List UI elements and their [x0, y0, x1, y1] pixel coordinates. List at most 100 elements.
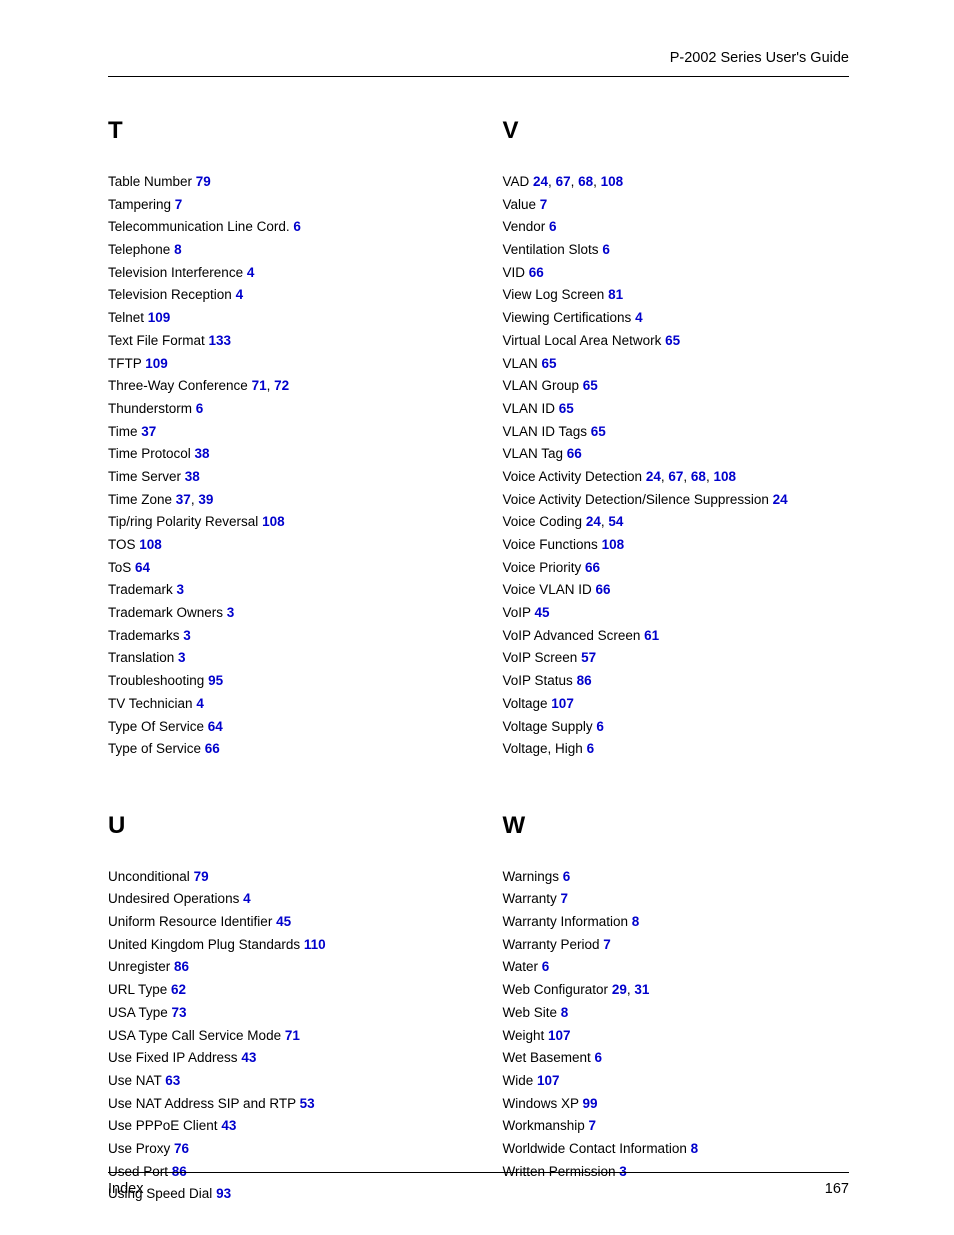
index-entry: Voltage 107	[503, 697, 850, 711]
index-entry: Warnings 6	[503, 870, 850, 884]
page-link[interactable]: 95	[208, 673, 223, 688]
page-link[interactable]: 6	[293, 219, 301, 234]
page-link[interactable]: 65	[665, 333, 680, 348]
page-link[interactable]: 110	[304, 937, 326, 952]
page-link[interactable]: 45	[276, 914, 291, 929]
page-link[interactable]: 68	[691, 469, 706, 484]
page-link[interactable]: 8	[632, 914, 640, 929]
page-link[interactable]: 107	[548, 1028, 571, 1043]
page-link[interactable]: 108	[139, 537, 162, 552]
page-link[interactable]: 66	[567, 446, 582, 461]
page-link[interactable]: 7	[540, 197, 548, 212]
page-link[interactable]: 4	[236, 287, 244, 302]
page-link[interactable]: 24	[646, 469, 661, 484]
index-term: Weight	[503, 1028, 549, 1043]
page-link[interactable]: 24	[533, 174, 548, 189]
page-link[interactable]: 4	[635, 310, 643, 325]
page-link[interactable]: 6	[542, 959, 550, 974]
page-link[interactable]: 65	[591, 424, 606, 439]
page-link[interactable]: 65	[583, 378, 598, 393]
page-link[interactable]: 6	[196, 401, 204, 416]
page-link[interactable]: 37	[141, 424, 156, 439]
page-link[interactable]: 108	[262, 514, 285, 529]
page-link[interactable]: 7	[561, 891, 569, 906]
page-link[interactable]: 38	[195, 446, 210, 461]
page-link[interactable]: 3	[227, 605, 235, 620]
page-link[interactable]: 7	[589, 1118, 597, 1133]
page-link[interactable]: 107	[537, 1073, 560, 1088]
index-entry: Trademark 3	[108, 583, 455, 597]
page-link[interactable]: 24	[586, 514, 601, 529]
page-link[interactable]: 53	[300, 1096, 315, 1111]
page-link[interactable]: 38	[185, 469, 200, 484]
page-link[interactable]: 68	[578, 174, 593, 189]
index-term: Type Of Service	[108, 719, 208, 734]
page-link[interactable]: 54	[608, 514, 623, 529]
page-link[interactable]: 39	[198, 492, 213, 507]
index-term: VLAN ID Tags	[503, 424, 591, 439]
index-entry: USA Type 73	[108, 1006, 455, 1020]
page-link[interactable]: 7	[175, 197, 183, 212]
page-link[interactable]: 7	[603, 937, 611, 952]
page-link[interactable]: 6	[549, 219, 557, 234]
page-link[interactable]: 8	[691, 1141, 699, 1156]
page-link[interactable]: 86	[577, 673, 592, 688]
page-link[interactable]: 64	[135, 560, 150, 575]
page-link[interactable]: 73	[172, 1005, 187, 1020]
page-link[interactable]: 66	[596, 582, 611, 597]
page-link[interactable]: 66	[585, 560, 600, 575]
page-link[interactable]: 43	[221, 1118, 236, 1133]
page-link[interactable]: 65	[559, 401, 574, 416]
page-link[interactable]: 3	[183, 628, 191, 643]
index-entry: TV Technician 4	[108, 697, 455, 711]
page-link[interactable]: 108	[713, 469, 736, 484]
index-entry: Type of Service 66	[108, 742, 455, 756]
page-link[interactable]: 6	[596, 719, 604, 734]
page-link[interactable]: 76	[174, 1141, 189, 1156]
index-term: VLAN Tag	[503, 446, 567, 461]
page-link[interactable]: 67	[668, 469, 683, 484]
page-link[interactable]: 43	[241, 1050, 256, 1065]
page-link[interactable]: 79	[194, 869, 209, 884]
page-link[interactable]: 86	[174, 959, 189, 974]
page-link[interactable]: 45	[535, 605, 550, 620]
page-link[interactable]: 109	[148, 310, 171, 325]
page-link[interactable]: 6	[587, 741, 595, 756]
page-link[interactable]: 66	[529, 265, 544, 280]
page-link[interactable]: 31	[634, 982, 649, 997]
page-link[interactable]: 99	[583, 1096, 598, 1111]
page-link[interactable]: 3	[178, 650, 186, 665]
page-link[interactable]: 71	[285, 1028, 300, 1043]
page-link[interactable]: 4	[196, 696, 204, 711]
page-link[interactable]: 108	[602, 537, 625, 552]
page-link[interactable]: 81	[608, 287, 623, 302]
page-link[interactable]: 107	[551, 696, 574, 711]
page-link[interactable]: 72	[274, 378, 289, 393]
index-entry: Translation 3	[108, 651, 455, 665]
page-link[interactable]: 109	[145, 356, 168, 371]
page-link[interactable]: 6	[602, 242, 610, 257]
page-link[interactable]: 6	[595, 1050, 603, 1065]
page-link[interactable]: 133	[209, 333, 232, 348]
page-link[interactable]: 79	[196, 174, 211, 189]
page-link[interactable]: 62	[171, 982, 186, 997]
page-link[interactable]: 4	[243, 891, 251, 906]
page-link[interactable]: 61	[644, 628, 659, 643]
page-link[interactable]: 24	[773, 492, 788, 507]
index-term: TV Technician	[108, 696, 196, 711]
page-link[interactable]: 65	[542, 356, 557, 371]
page-link[interactable]: 8	[174, 242, 182, 257]
page-link[interactable]: 3	[177, 582, 185, 597]
page-link[interactable]: 63	[165, 1073, 180, 1088]
page-link[interactable]: 6	[563, 869, 571, 884]
page-link[interactable]: 8	[561, 1005, 569, 1020]
page-link[interactable]: 66	[205, 741, 220, 756]
page-link[interactable]: 67	[556, 174, 571, 189]
page-link[interactable]: 64	[208, 719, 223, 734]
page-link[interactable]: 57	[581, 650, 596, 665]
page-link[interactable]: 71	[252, 378, 267, 393]
page-link[interactable]: 4	[247, 265, 255, 280]
page-link[interactable]: 108	[601, 174, 624, 189]
page-link[interactable]: 37	[176, 492, 191, 507]
page-link[interactable]: 29	[612, 982, 627, 997]
